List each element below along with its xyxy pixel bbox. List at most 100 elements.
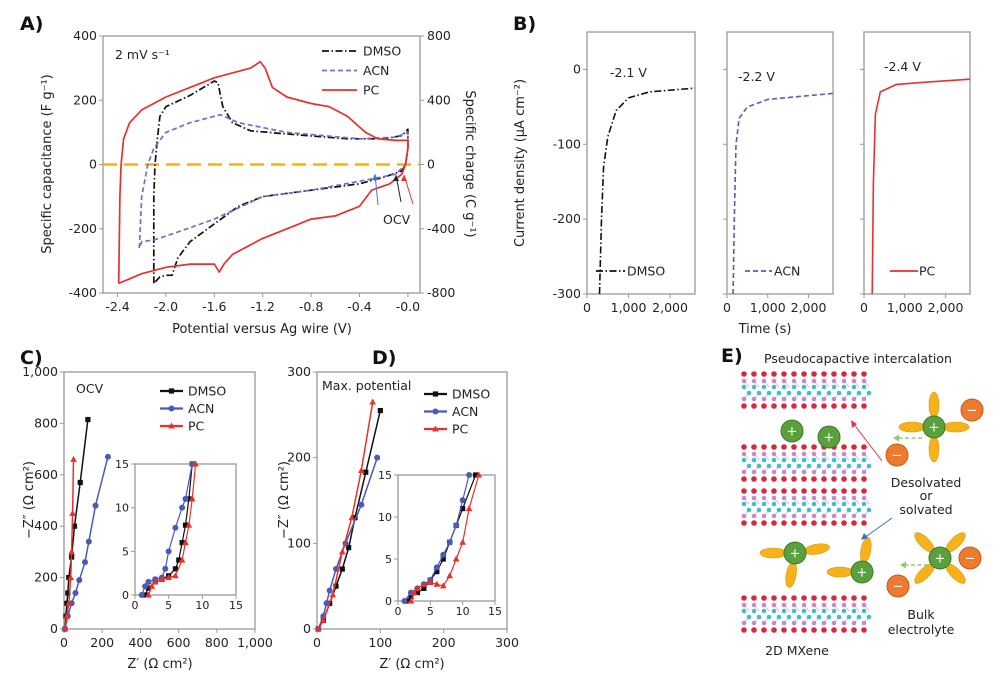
- mxene-layer: [741, 371, 872, 409]
- x-tick-label: -1.2: [251, 299, 275, 314]
- ocv-arrowhead: [401, 175, 407, 181]
- legend-label-pc: PC: [919, 264, 936, 279]
- charge-symbol: +: [929, 421, 940, 436]
- data-point-acn: [72, 590, 79, 597]
- ocv-arrowhead: [372, 174, 378, 180]
- potential-label: -2.1 V: [610, 65, 647, 80]
- y-tick-label: 600: [34, 467, 58, 482]
- data-point-dmso: [363, 469, 369, 475]
- series-line-pc: [871, 78, 971, 295]
- x-tick-label: 1,000: [611, 300, 647, 315]
- y-axis-label: Specific capacitance (F g⁻¹): [40, 74, 55, 253]
- panel-label-a: A): [20, 13, 43, 35]
- data-point-pc: [65, 599, 73, 606]
- x-axis-label: Potential versus Ag wire (V): [172, 322, 352, 337]
- solvated-label: solvated: [899, 502, 952, 517]
- charge-symbol: +: [790, 547, 801, 562]
- y2-axis-label: Specific charge (C g⁻¹): [462, 90, 477, 237]
- x-tick-label: -1.6: [202, 299, 226, 314]
- desolvated-label: Desolvated: [891, 475, 962, 490]
- data-point-dmso: [186, 496, 192, 502]
- data-point-dmso: [145, 585, 152, 591]
- charge-symbol: −: [892, 449, 903, 464]
- data-point-pc: [329, 591, 337, 598]
- data-point-pc: [182, 539, 189, 546]
- y-tick-label: 10: [115, 502, 129, 515]
- plot-frame: [726, 31, 834, 295]
- data-point-acn: [138, 592, 145, 598]
- x-axis-label: Z′ (Ω cm²): [379, 657, 444, 672]
- plot-frame: [863, 31, 971, 295]
- data-point-acn: [182, 495, 189, 502]
- data-point-dmso: [176, 557, 182, 563]
- y-tick-label: 0: [573, 61, 581, 76]
- x-tick-label: 0: [860, 300, 868, 315]
- anion-icon: −: [885, 443, 909, 467]
- data-point-acn: [453, 522, 460, 529]
- data-point-dmso: [142, 592, 148, 598]
- y-tick-label: 100: [287, 535, 311, 550]
- x-tick-label: 5: [427, 605, 434, 618]
- x-tick-label: -2.4: [105, 299, 129, 314]
- mxene-layer: [741, 444, 872, 482]
- ocv-arrowhead: [393, 175, 399, 181]
- y-tick-label: 0: [385, 595, 392, 608]
- data-point-pc: [358, 467, 365, 474]
- y-tick-label: -300: [553, 286, 581, 301]
- data-point-dmso: [408, 594, 414, 600]
- legend-label-dmso: DMSO: [452, 387, 490, 402]
- legend-marker: [432, 391, 439, 397]
- or-label: or: [920, 488, 934, 503]
- data-point-dmso: [473, 472, 479, 478]
- data-point-acn: [172, 524, 179, 531]
- data-point-pc: [185, 521, 193, 528]
- mxene-layer: [741, 488, 872, 526]
- panel-label-c: C): [20, 347, 43, 369]
- data-point-pc: [178, 556, 186, 563]
- y-tick-label: 5: [122, 545, 129, 558]
- data-point-pc: [433, 580, 441, 587]
- y-tick-label: 1,000: [22, 364, 58, 379]
- data-point-acn: [440, 551, 447, 558]
- x-tick-label: -0.4: [347, 299, 371, 314]
- cation-icon: +: [928, 546, 952, 570]
- legend-label-acn: ACN: [774, 264, 800, 279]
- diffusion-arrowhead: [893, 434, 899, 442]
- x-tick-label: 200: [432, 635, 456, 650]
- data-point-pc: [427, 579, 434, 586]
- x-tick-label: 100: [368, 635, 392, 650]
- x-tick-label: 200: [90, 635, 114, 650]
- solvent-molecule: [928, 435, 940, 463]
- legend-marker: [432, 408, 439, 415]
- data-point-acn: [162, 565, 169, 572]
- x-tick-label: 0: [723, 300, 731, 315]
- x-tick-label: 1,000: [887, 300, 923, 315]
- data-point-dmso: [172, 566, 178, 572]
- data-point-pc: [314, 625, 322, 632]
- legend-label-dmso: DMSO: [188, 384, 226, 399]
- data-point-pc: [172, 572, 179, 579]
- data-point-dmso: [414, 590, 420, 596]
- data-point-acn: [323, 600, 330, 607]
- x-tick-label: 0: [583, 300, 591, 315]
- cation-icon: +: [850, 560, 874, 584]
- electrolyte-label: electrolyte: [888, 622, 955, 637]
- ocv-label: OCV: [383, 212, 411, 227]
- legend-label-acn: ACN: [363, 63, 389, 78]
- charge-symbol: +: [935, 552, 946, 567]
- x-tick-label: 10: [195, 599, 209, 612]
- x-tick-label: 2,000: [791, 300, 827, 315]
- data-point-dmso: [440, 556, 446, 562]
- data-point-pc: [420, 580, 428, 587]
- data-point-pc: [465, 505, 473, 512]
- y2-tick-label: 800: [427, 28, 451, 43]
- data-point-pc: [192, 460, 199, 467]
- panel-label-e: E): [721, 345, 743, 367]
- y2-tick-label: 400: [427, 92, 451, 107]
- solvent-molecule: [928, 391, 940, 419]
- legend-marker: [432, 425, 439, 432]
- plot-frame: [397, 474, 496, 602]
- solvent-molecule: [860, 537, 872, 564]
- plot-annotation: Max. potential: [322, 378, 411, 393]
